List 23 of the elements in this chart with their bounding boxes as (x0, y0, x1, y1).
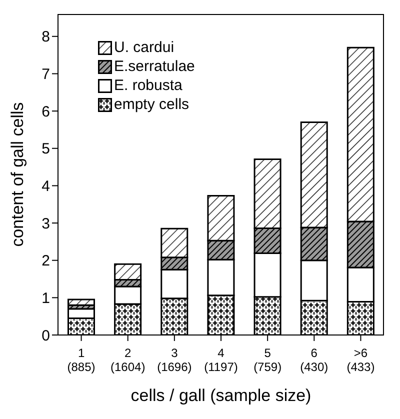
y-tick-label: 2 (42, 252, 50, 270)
y-tick-label: 7 (42, 66, 50, 84)
y-tick-label: 0 (42, 327, 50, 344)
y-tick-label: 5 (42, 140, 50, 158)
legend-label: empty cells (114, 96, 190, 113)
y-tick-label: 6 (42, 103, 50, 120)
legend-label: U. cardui (114, 39, 174, 56)
y-axis-title: content of gall cells (8, 102, 28, 247)
x-tick-label: >6 (433) (346, 346, 375, 374)
y-tick-label: 8 (42, 28, 50, 46)
x-axis-title: cells / gall (sample size) (130, 386, 312, 405)
y-tick-label: 4 (42, 178, 50, 196)
x-tick-label: 1 (885) (67, 346, 96, 374)
x-tick-label: 5 (759) (254, 346, 282, 374)
legend-label: E. robusta (114, 77, 182, 94)
x-tick-label: 4 (1197) (204, 346, 238, 374)
x-tick-label: 3 (1696) (157, 346, 192, 374)
x-tick-label: 2 (1604) (110, 346, 146, 374)
y-tick-label: 3 (42, 215, 50, 232)
legend-label: E.serratulae (114, 58, 195, 75)
x-tick-label: 6 (430) (300, 346, 328, 374)
bar (67, 298, 95, 306)
y-tick-label: 1 (42, 290, 50, 307)
